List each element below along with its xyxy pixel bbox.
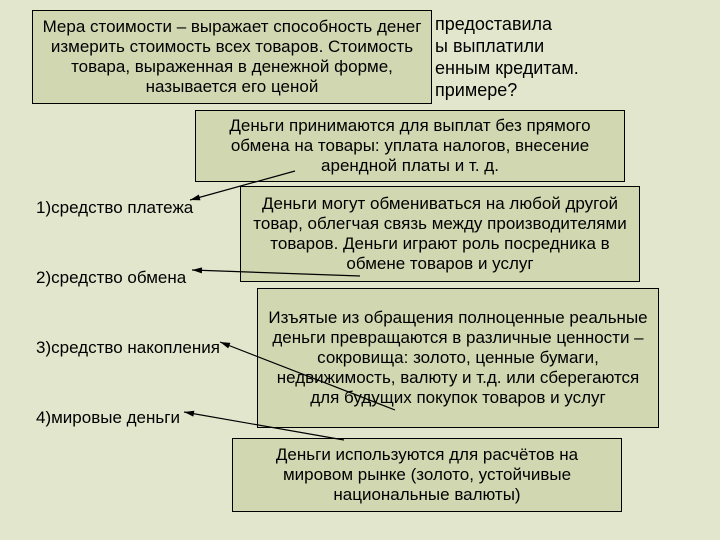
box-world-money: Деньги используются для расчётов на миро… <box>232 438 622 512</box>
box-measure-of-value: Мера стоимости – выражает способность де… <box>32 10 432 104</box>
option-3: 3)средство накопления <box>36 338 220 358</box>
option-2: 2)средство обмена <box>36 268 186 288</box>
bg-question-line-3: енным кредитам. <box>435 58 579 79</box>
box-means-of-exchange: Деньги могут обмениваться на любой друго… <box>240 186 640 282</box>
option-4: 4)мировые деньги <box>36 408 180 428</box>
bg-question-line-2: ы выплатили <box>435 36 544 57</box>
box-means-of-payment: Деньги принимаются для выплат без прямог… <box>195 110 625 182</box>
bg-question-line-4: примере? <box>435 80 517 101</box>
bg-question-line-1: предоставила <box>435 14 552 35</box>
option-1: 1)средство платежа <box>36 198 193 218</box>
box-store-of-value: Изъятые из обращения полноценные реальны… <box>257 288 659 428</box>
